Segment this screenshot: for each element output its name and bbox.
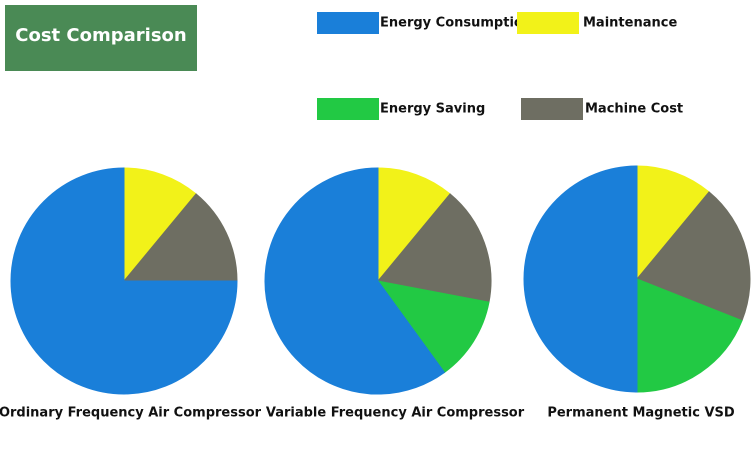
pie-label: Variable Frequency Air Compressor <box>266 406 525 421</box>
legend-swatch <box>517 12 579 34</box>
pie-label: Permanent Magnetic VSD <box>547 406 735 421</box>
legend-swatch <box>317 98 379 120</box>
legend-label: Energy Saving <box>380 102 485 117</box>
pie-slice <box>122 193 238 282</box>
title-box <box>5 5 197 71</box>
legend-label: Energy Consumption <box>380 16 532 31</box>
pie-slice <box>377 193 492 303</box>
legend-label: Maintenance <box>583 16 677 31</box>
pie-slice <box>123 167 197 283</box>
legend-swatch <box>317 12 379 34</box>
pie-slice <box>376 280 490 374</box>
chart-title: Cost Comparison <box>15 25 186 46</box>
pie-slice <box>636 278 743 393</box>
pie-slice <box>636 165 710 281</box>
pie-slice <box>264 167 446 395</box>
pie-slice <box>377 167 451 283</box>
pie-label: Ordinary Frequency Air Compressor <box>0 406 262 421</box>
pie-slice <box>523 165 638 393</box>
legend-swatch <box>521 98 583 120</box>
legend-label: Machine Cost <box>585 102 683 117</box>
pie-slice <box>636 191 751 322</box>
pie-slice <box>10 167 238 395</box>
